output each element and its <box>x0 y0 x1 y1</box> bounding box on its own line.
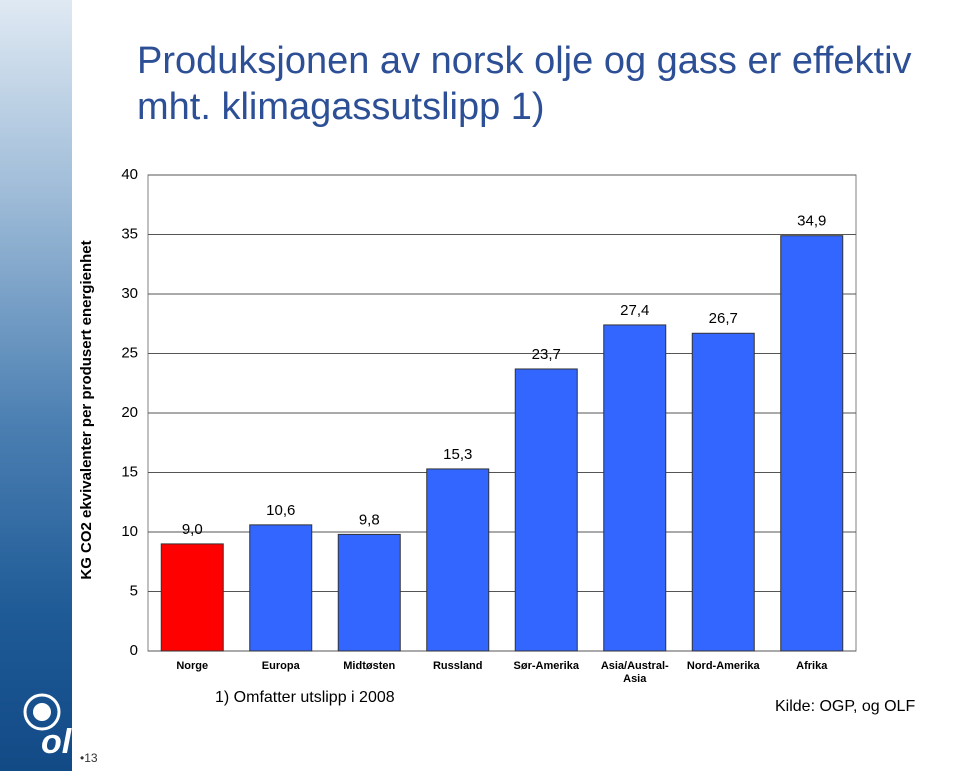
y-axis-title: KG CO2 ekvivalenter per produsert energi… <box>78 240 95 579</box>
y-tick-label: 10 <box>121 523 138 540</box>
value-label: 27,4 <box>620 302 649 319</box>
x-tick-label: Europa <box>261 660 300 672</box>
y-tick-label: 0 <box>130 642 138 659</box>
bar <box>691 332 755 652</box>
bar <box>249 524 313 652</box>
x-tick-label: Asia/Austral-Asia <box>600 660 669 685</box>
x-tick-label: Midtøsten <box>343 660 396 672</box>
bar <box>603 324 667 652</box>
y-tick-label: 20 <box>121 404 138 421</box>
x-tick-label: Norge <box>176 660 209 672</box>
value-label: 9,0 <box>182 521 203 538</box>
y-tick-label: 15 <box>121 463 138 480</box>
value-label: 10,6 <box>266 502 295 519</box>
y-tick-label: 30 <box>121 285 138 302</box>
x-tick-label: Sør-Amerika <box>513 660 579 672</box>
logo-mark <box>33 703 51 721</box>
logo: olf <box>41 723 83 761</box>
x-tick-label: Russland <box>432 660 483 672</box>
bar <box>514 368 578 652</box>
logo-mark <box>23 693 61 731</box>
y-tick-label: 25 <box>121 344 138 361</box>
value-label: 15,3 <box>443 446 472 463</box>
bar <box>780 235 844 652</box>
y-tick-label: 40 <box>121 166 138 183</box>
background-strip <box>0 0 72 771</box>
y-tick-label: 35 <box>121 225 138 242</box>
title: Produksjonen av norsk olje og gass er ef… <box>137 40 912 128</box>
value-label: 34,9 <box>797 213 826 230</box>
value-label: 23,7 <box>532 346 561 363</box>
bar <box>426 468 490 652</box>
value-label: 26,7 <box>709 310 738 327</box>
bar <box>337 533 401 652</box>
x-tick-label: Afrika <box>796 660 828 672</box>
y-tick-label: 5 <box>130 582 138 599</box>
page-number: •13 <box>80 751 98 765</box>
source: Kilde: OGP, og OLF <box>775 698 916 715</box>
bar <box>160 543 224 652</box>
x-tick-label: Nord-Amerika <box>686 660 760 672</box>
value-label: 9,8 <box>359 511 380 528</box>
footnote: 1) Omfatter utslipp i 2008 <box>215 689 395 706</box>
